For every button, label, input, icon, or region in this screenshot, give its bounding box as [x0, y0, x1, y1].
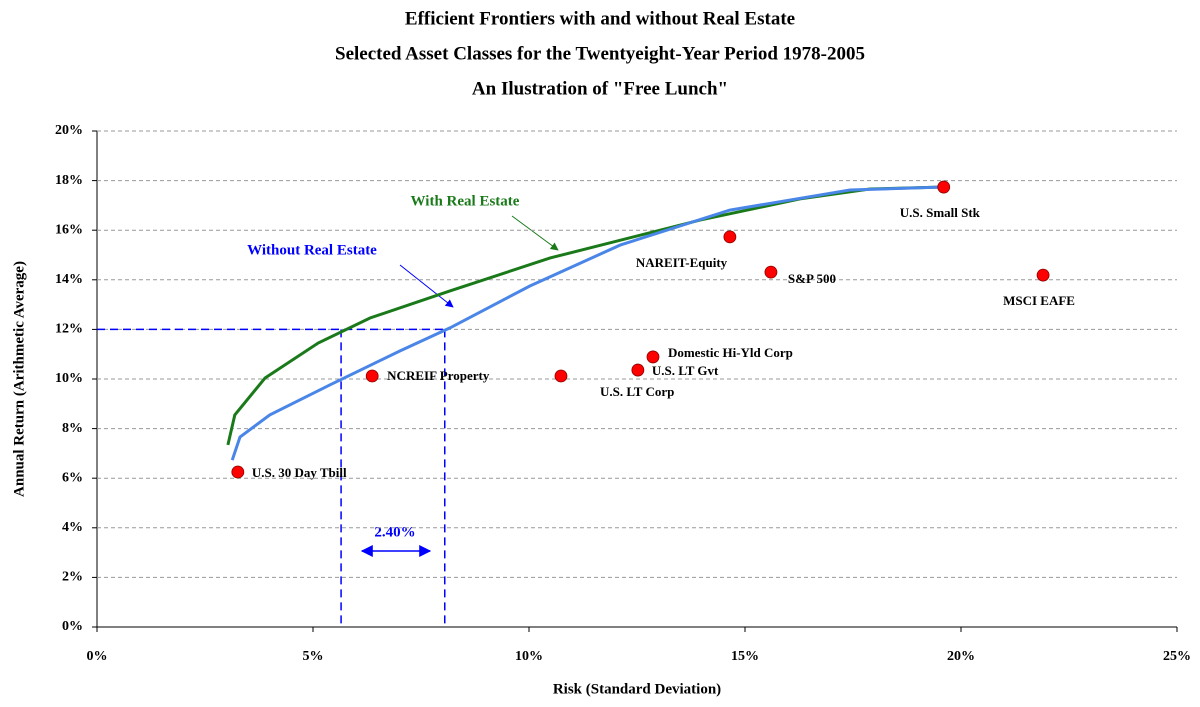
x-tick-label: 5% — [303, 649, 324, 664]
series-annotation: With Real Estate — [411, 193, 520, 209]
asset-point — [1036, 268, 1050, 282]
point-label: S&P 500 — [788, 271, 836, 286]
y-tick-label: 16% — [55, 222, 83, 237]
point-label: U.S. LT Gvt — [652, 363, 719, 378]
x-tick-label: 0% — [87, 649, 108, 664]
chart-title: Efficient Frontiers with and without Rea… — [405, 8, 795, 29]
y-tick-label: 10% — [55, 371, 83, 386]
point-label: NAREIT-Equity — [636, 255, 728, 270]
frontier-line — [226, 185, 944, 446]
y-axis-label: Annual Return (Arithmetic Average) — [11, 261, 27, 497]
asset-point — [646, 350, 660, 364]
y-tick-label: 20% — [55, 123, 83, 138]
point-label: MSCI EAFE — [1003, 293, 1075, 308]
asset-point — [554, 369, 568, 383]
frontier-line — [230, 185, 944, 461]
asset-point — [231, 465, 245, 479]
y-tick-label: 14% — [55, 272, 83, 287]
y-tick-label: 8% — [62, 421, 83, 436]
point-label: NCREIF Property — [387, 368, 490, 383]
asset-point — [723, 230, 737, 244]
x-tick-label: 10% — [515, 649, 543, 664]
asset-point — [365, 369, 379, 383]
point-label: U.S. 30 Day Tbill — [252, 465, 347, 480]
y-tick-label: 2% — [62, 570, 83, 585]
y-tick-label: 4% — [62, 520, 83, 535]
asset-point — [764, 265, 778, 279]
asset-point — [937, 180, 951, 194]
series-annotation: Without Real Estate — [247, 242, 377, 258]
point-label: U.S. LT Corp — [600, 384, 674, 399]
annotation-arrow — [399, 264, 454, 308]
x-tick-label: 15% — [731, 649, 759, 664]
y-tick-label: 18% — [55, 173, 83, 188]
x-tick-label: 20% — [947, 649, 975, 664]
y-tick-label: 6% — [62, 470, 83, 485]
asset-point — [631, 363, 645, 377]
x-tick-label: 25% — [1163, 649, 1191, 664]
chart-title: An Ilustration of "Free Lunch" — [472, 78, 728, 99]
x-axis-label: Risk (Standard Deviation) — [553, 681, 721, 697]
annotation-arrow — [511, 215, 559, 251]
gap-annotation: 2.40% — [374, 524, 415, 540]
y-tick-label: 0% — [62, 619, 83, 634]
point-label: U.S. Small Stk — [900, 205, 981, 220]
chart-title: Selected Asset Classes for the Twentyeig… — [335, 43, 865, 64]
point-label: Domestic Hi-Yld Corp — [668, 345, 793, 360]
y-tick-label: 12% — [55, 322, 83, 337]
